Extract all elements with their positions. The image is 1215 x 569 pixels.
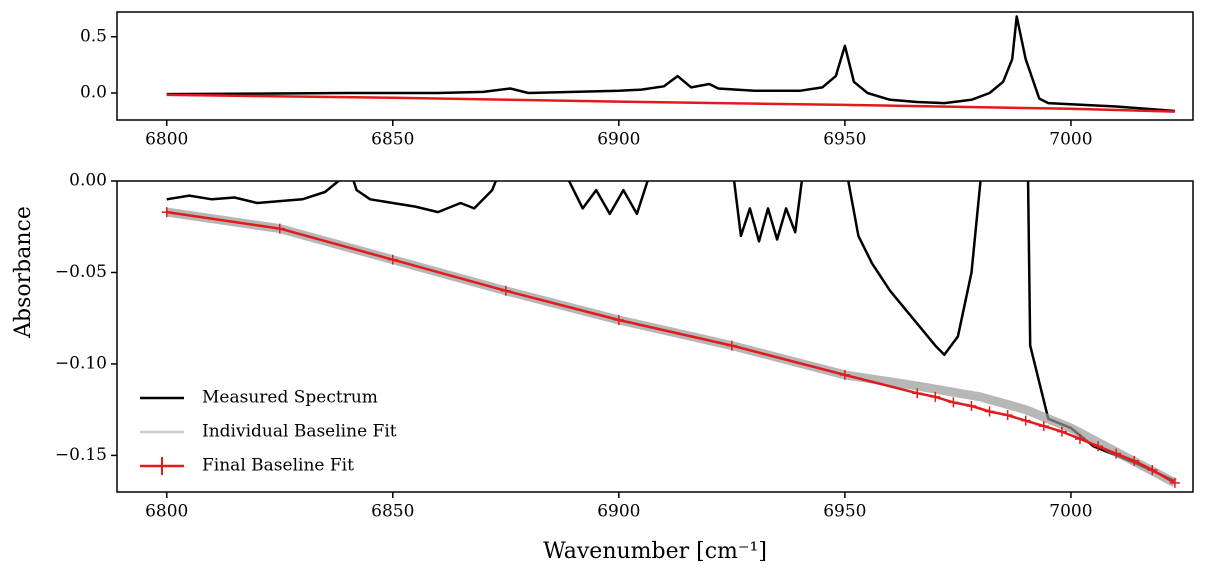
- x-tick-label: 6900: [597, 130, 640, 150]
- marker: [1169, 477, 1180, 488]
- x-tick-label: 6900: [597, 502, 640, 522]
- marker: [930, 391, 941, 402]
- marker: [1111, 448, 1122, 459]
- marker: [500, 285, 511, 296]
- marker: [966, 401, 977, 412]
- y-tick-label: 0.00: [69, 171, 107, 191]
- marker: [984, 406, 995, 417]
- marker: [726, 340, 737, 351]
- x-tick-label: 6850: [371, 130, 414, 150]
- legend-label: Individual Baseline Fit: [202, 422, 397, 442]
- x-tick-label: 6800: [145, 130, 188, 150]
- axes-frame: [116, 11, 1194, 121]
- marker: [1056, 426, 1067, 437]
- x-tick-label: 6800: [145, 502, 188, 522]
- marker: [387, 254, 398, 265]
- legend-label: Final Baseline Fit: [202, 456, 354, 476]
- series-line: [166, 93, 1175, 113]
- axes-frame: [116, 180, 1194, 493]
- y-tick-label: −0.10: [55, 353, 107, 373]
- marker: [161, 207, 172, 218]
- y-tick-label: 0.0: [80, 83, 107, 103]
- marker: [1129, 455, 1140, 466]
- x-tick-label: 7000: [1049, 130, 1092, 150]
- marker: [1074, 433, 1085, 444]
- marker: [1093, 441, 1104, 452]
- x-axis-label: Wavenumber [cm⁻¹]: [543, 539, 767, 564]
- y-tick-label: −0.15: [55, 445, 107, 465]
- series-line: [166, 15, 1175, 113]
- marker: [274, 223, 285, 234]
- marker: [839, 369, 850, 380]
- marker: [1020, 415, 1031, 426]
- marker: [948, 397, 959, 408]
- plot-area: [161, 181, 1180, 488]
- x-tick-label: 7000: [1049, 502, 1092, 522]
- marker: [1002, 410, 1013, 421]
- series-line: [166, 207, 1178, 487]
- y-tick-label: 0.5: [80, 26, 107, 46]
- y-axis-label: Absorbance: [11, 206, 36, 339]
- x-tick-label: 6950: [823, 502, 866, 522]
- marker: [1038, 421, 1049, 432]
- plot-area: [166, 15, 1175, 113]
- series-line: [166, 181, 1176, 483]
- marker: [1147, 465, 1158, 476]
- marker: [613, 315, 624, 326]
- x-tick-label: 6950: [823, 130, 866, 150]
- legend-label: Measured Spectrum: [202, 388, 378, 408]
- marker: [912, 388, 923, 399]
- x-tick-label: 6850: [371, 502, 414, 522]
- y-tick-label: −0.05: [55, 262, 107, 282]
- series-line: [166, 210, 1176, 484]
